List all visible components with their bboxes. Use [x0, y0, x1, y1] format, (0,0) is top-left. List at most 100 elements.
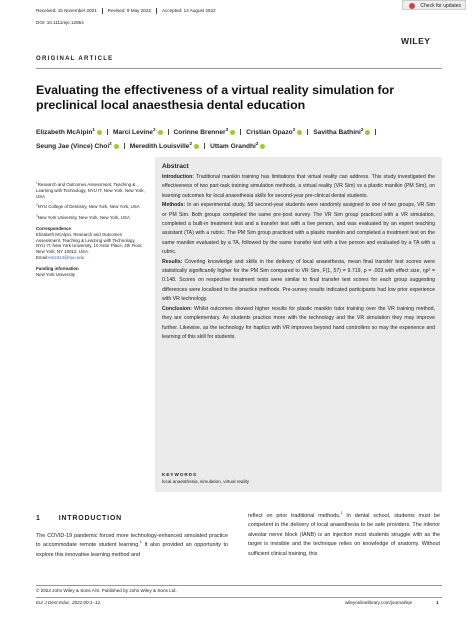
- received: Received: 15 November 2021: [36, 8, 97, 14]
- authors: Elizabeth McAlpin1 Marci Levine2 Corinne B…: [36, 126, 446, 154]
- intro-text: The COVID-19 pandemic forced more techno…: [36, 533, 228, 549]
- separator: [307, 129, 309, 136]
- author-affiliation: 3: [225, 126, 229, 132]
- separator: [167, 129, 169, 136]
- abstract-section: Introduction: Traditional manikin trainin…: [162, 173, 435, 201]
- section-title: INTRODUCTION: [58, 515, 122, 522]
- funding: Funding information New York University: [36, 266, 146, 278]
- abstract-label: Methods:: [162, 202, 186, 209]
- orcid-icon: [97, 129, 102, 135]
- section-number: 1: [36, 515, 41, 522]
- affiliation-number: 2: [36, 202, 38, 207]
- author-affiliation: 2: [152, 126, 156, 132]
- author-affiliation: 1: [92, 126, 95, 132]
- author: Cristian Opazo2: [246, 126, 313, 140]
- affiliation-text: Research and Outcomes Assessment, Teachi…: [36, 182, 145, 199]
- check-for-updates[interactable]: Check for updates: [402, 0, 466, 10]
- publisher: WILEY: [401, 36, 431, 46]
- abstract-section: Methods: In an experimental study, 58 sec…: [162, 201, 435, 257]
- keywords: KEYWORDS local anaesthesia, simulation, …: [162, 472, 249, 485]
- funding-text: New York University: [36, 271, 76, 277]
- author: Marci Levine2: [113, 126, 174, 140]
- abstract-section: Results: Covering knowledge and skills in…: [162, 258, 435, 305]
- abstract-heading: Abstract: [162, 163, 189, 170]
- citation-ref: 1: [139, 540, 142, 545]
- abstract-section: Conclusion: Whilst outcomes showed higher…: [162, 305, 435, 343]
- abstract-label: Results:: [162, 258, 183, 265]
- separator: [240, 129, 242, 136]
- abstract-box: Abstract Introduction: Traditional maniki…: [155, 157, 442, 492]
- funding-heading: Funding information: [36, 265, 79, 271]
- abstract-label: Introduction:: [162, 174, 194, 180]
- copyright: © 2022 John Wiley & Sons A/S. Published …: [36, 588, 177, 593]
- author-affiliation: 2: [189, 140, 193, 146]
- journal-url[interactable]: wileyonlinelibrary.com/journal/eje: [345, 600, 413, 605]
- orcid-icon: [157, 129, 163, 135]
- affiliation-text: New York University, New York, New York,…: [37, 215, 130, 221]
- intro-column: The COVID-19 pandemic forced more techno…: [36, 532, 228, 560]
- rule: [36, 597, 442, 598]
- separator: [375, 129, 377, 136]
- abstract-label: Conclusion:: [162, 305, 192, 312]
- affiliation-number: 1: [36, 180, 38, 185]
- author-affiliation: 2: [255, 140, 259, 146]
- author-name: Meredith Louisville: [129, 143, 190, 150]
- orcid-icon: [113, 143, 119, 149]
- separator: [204, 143, 206, 150]
- intro-text: reflect on prior traditional methods.: [248, 513, 341, 519]
- orcid-icon: [260, 143, 266, 149]
- author-affiliation: 2: [292, 126, 296, 132]
- email[interactable]: em2414@nyu.edu: [48, 254, 85, 260]
- doi: DOI: 10.1111/eje.12854: [36, 20, 84, 25]
- gap: [46, 515, 54, 521]
- author-affiliation: 2: [109, 140, 112, 146]
- author-name: Savitha Bathini: [313, 129, 361, 136]
- accepted: Accepted: 14 August 2022: [161, 8, 216, 14]
- abstract-text: Covering knowledge and skills in the del…: [162, 258, 435, 303]
- orcid-icon: [230, 129, 236, 135]
- affiliation-number: 3: [36, 213, 38, 218]
- section-heading: 1 INTRODUCTION: [36, 515, 122, 522]
- author: Meredith Louisville2: [130, 140, 210, 154]
- abstract-text: In an experimental study, 58 second-year…: [162, 202, 435, 256]
- citation: Eur J Dent Educ. 2022;00:1–12.: [36, 600, 102, 605]
- author-name: Marci Levine: [113, 129, 153, 136]
- author-affiliation: 2: [360, 126, 364, 132]
- article-type: ORIGINAL ARTICLE: [36, 56, 114, 62]
- sidebar: 1Research and Outcomes Assessment, Teach…: [36, 180, 146, 282]
- affiliation: 1Research and Outcomes Assessment, Teach…: [36, 180, 146, 199]
- rule: [36, 68, 442, 69]
- keywords-heading: KEYWORDS: [162, 472, 198, 477]
- dates: Received: 15 November 2021 Revised: 9 May…: [36, 8, 216, 14]
- keywords-text: local anaesthesia, simulation, virtual r…: [162, 478, 250, 484]
- separator: [107, 129, 108, 136]
- correspondence-text: Elizabeth McAlpin, Research and Outcomes…: [36, 231, 143, 255]
- author-name: Seung Jae (Vince) Choi: [36, 143, 110, 150]
- intro-column: reflect on prior traditional methods.1 I…: [248, 511, 440, 559]
- orcid-icon: [194, 143, 200, 149]
- revised: Revised: 9 May 2022: [107, 8, 151, 14]
- author-name: Corinne Brenner: [173, 129, 226, 136]
- affiliation: 3New York University, New York, New York…: [36, 213, 146, 221]
- orcid-icon: [297, 129, 303, 135]
- correspondence: Correspondence Elizabeth McAlpin, Researc…: [36, 226, 146, 261]
- abstract-text: Traditional manikin training has limitat…: [162, 174, 435, 199]
- separator: [123, 143, 125, 150]
- citation-ref: 1: [340, 511, 343, 516]
- author: Uttam Grandhi2: [210, 140, 266, 154]
- abstract-body: Introduction: Traditional manikin trainin…: [162, 173, 435, 342]
- author: Savitha Bathini2: [313, 126, 381, 140]
- intro-text: In dental school, students must be compe…: [248, 513, 440, 557]
- affiliation-text: NYU College of Dentistry, New York, New …: [37, 204, 140, 210]
- title: Evaluating the effectiveness of a virtua…: [36, 83, 395, 112]
- author: Corinne Brenner3: [174, 126, 247, 140]
- email-label: Email:: [36, 254, 49, 260]
- author: Elizabeth McAlpin1: [36, 126, 113, 140]
- author-name: Cristian Opazo: [246, 129, 293, 136]
- separator: [155, 8, 157, 14]
- author: Seung Jae (Vince) Choi2: [36, 140, 130, 154]
- affiliation: 2NYU College of Dentistry, New York, New…: [36, 202, 146, 210]
- abstract-text: Whilst outcomes showed higher results fo…: [162, 305, 435, 340]
- author-name: Elizabeth McAlpin: [36, 129, 93, 136]
